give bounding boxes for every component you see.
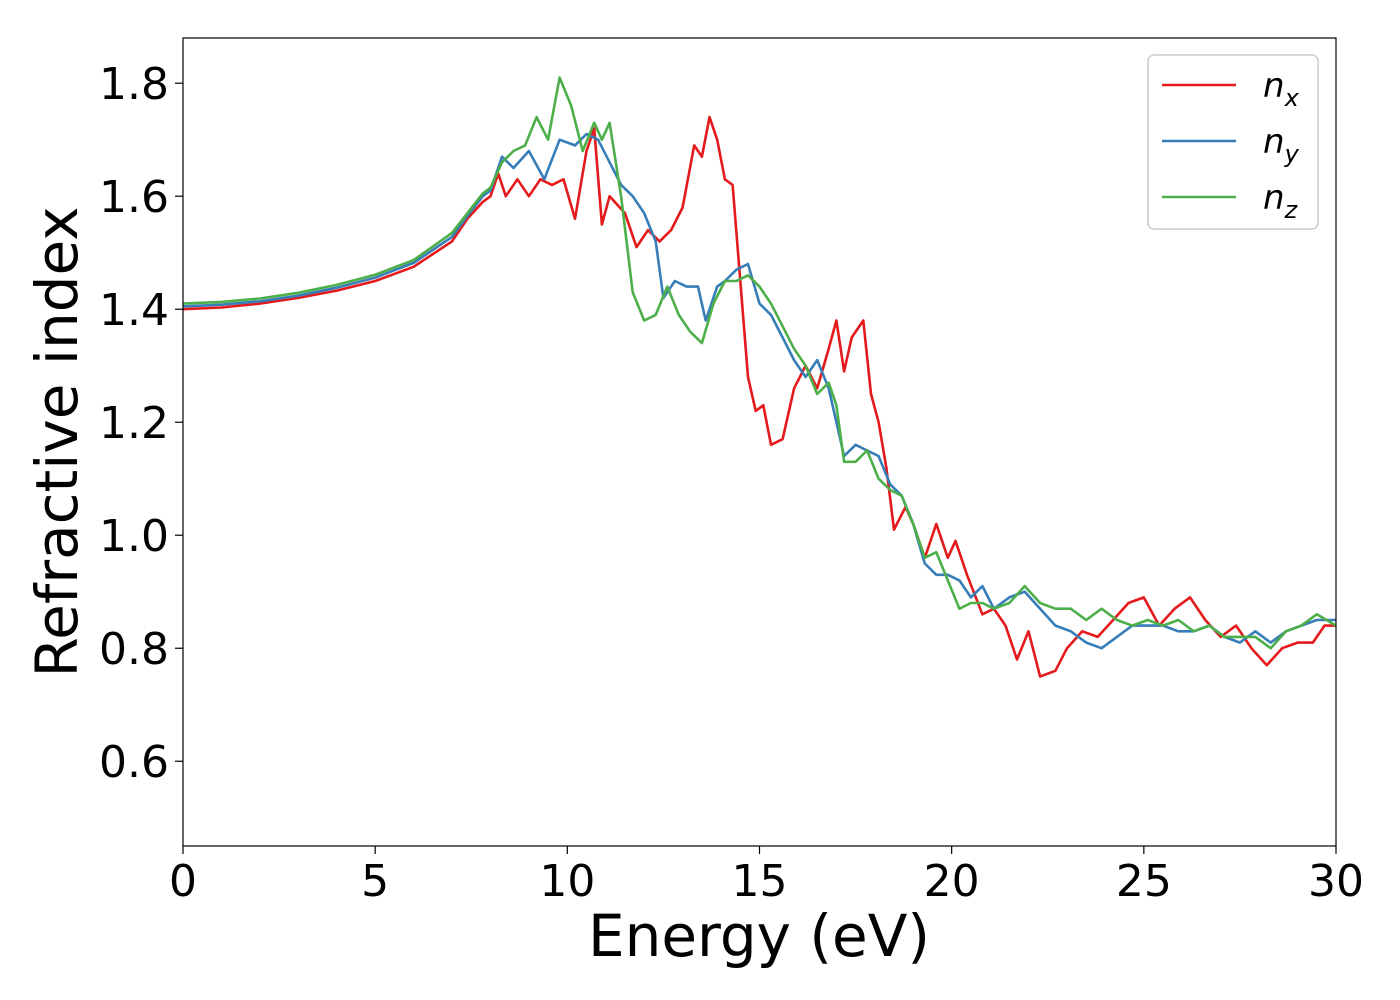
series-line-y: [183, 132, 1336, 650]
x-axis: 0 5 10 15 20 25 30: [169, 846, 1364, 907]
x-tick-label: 30: [1308, 856, 1364, 907]
y-tick-label: 1.6: [99, 172, 169, 223]
y-tick-label: 1.4: [99, 285, 169, 336]
x-tick-label: 25: [1116, 856, 1172, 907]
x-tick-label: 15: [732, 856, 788, 907]
series-layer: [183, 76, 1336, 678]
y-axis: 0.6 0.8 1.0 1.2 1.4 1.6 1.8: [99, 59, 183, 788]
y-tick-label: 1.2: [99, 398, 169, 449]
plot-area: [183, 76, 1336, 678]
x-axis-title: Energy (eV): [588, 902, 930, 970]
series-line-z: [183, 76, 1336, 650]
x-tick-label: 20: [924, 856, 980, 907]
y-tick-label: 0.8: [99, 624, 169, 675]
y-axis-title: Refractive index: [23, 206, 91, 677]
x-tick-label: 5: [361, 856, 389, 907]
y-tick-label: 1.0: [99, 511, 169, 562]
y-tick-label: 1.8: [99, 59, 169, 110]
y-tick-label: 0.6: [99, 737, 169, 788]
x-tick-label: 0: [169, 856, 197, 907]
x-tick-label: 10: [539, 856, 595, 907]
